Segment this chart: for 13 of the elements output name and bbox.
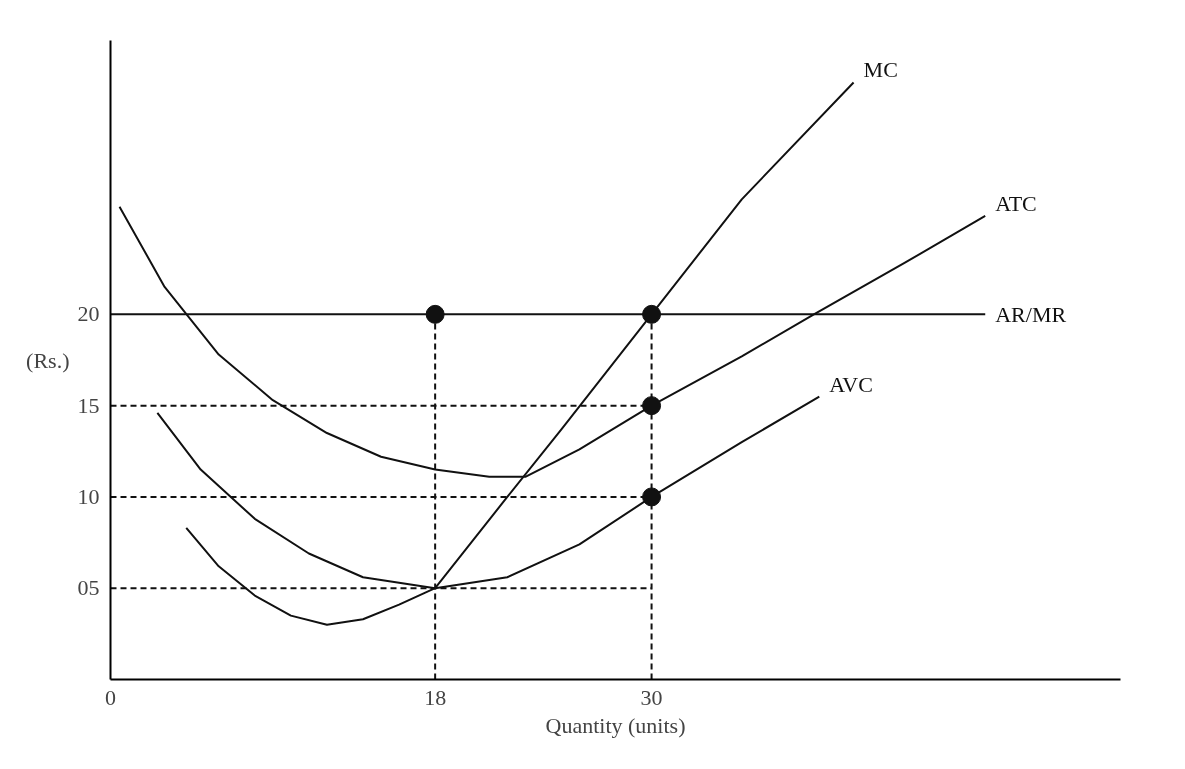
x-tick-label: 18 bbox=[424, 684, 447, 710]
x-tick-label: 0 bbox=[105, 684, 116, 710]
series-label: MC bbox=[863, 57, 898, 83]
y-axis-title: (Rs.) bbox=[26, 347, 70, 373]
y-tick-label: 05 bbox=[77, 575, 100, 601]
x-axis-title: Quantity (units) bbox=[545, 712, 686, 738]
series-label: AVC bbox=[829, 371, 873, 397]
y-tick-label: 15 bbox=[77, 392, 100, 418]
series-label: ATC bbox=[995, 190, 1037, 216]
y-tick-label: 20 bbox=[77, 301, 100, 327]
series-label: AR/MR bbox=[995, 301, 1067, 327]
y-tick-label: 10 bbox=[77, 483, 100, 509]
x-tick-label: 30 bbox=[640, 684, 663, 710]
